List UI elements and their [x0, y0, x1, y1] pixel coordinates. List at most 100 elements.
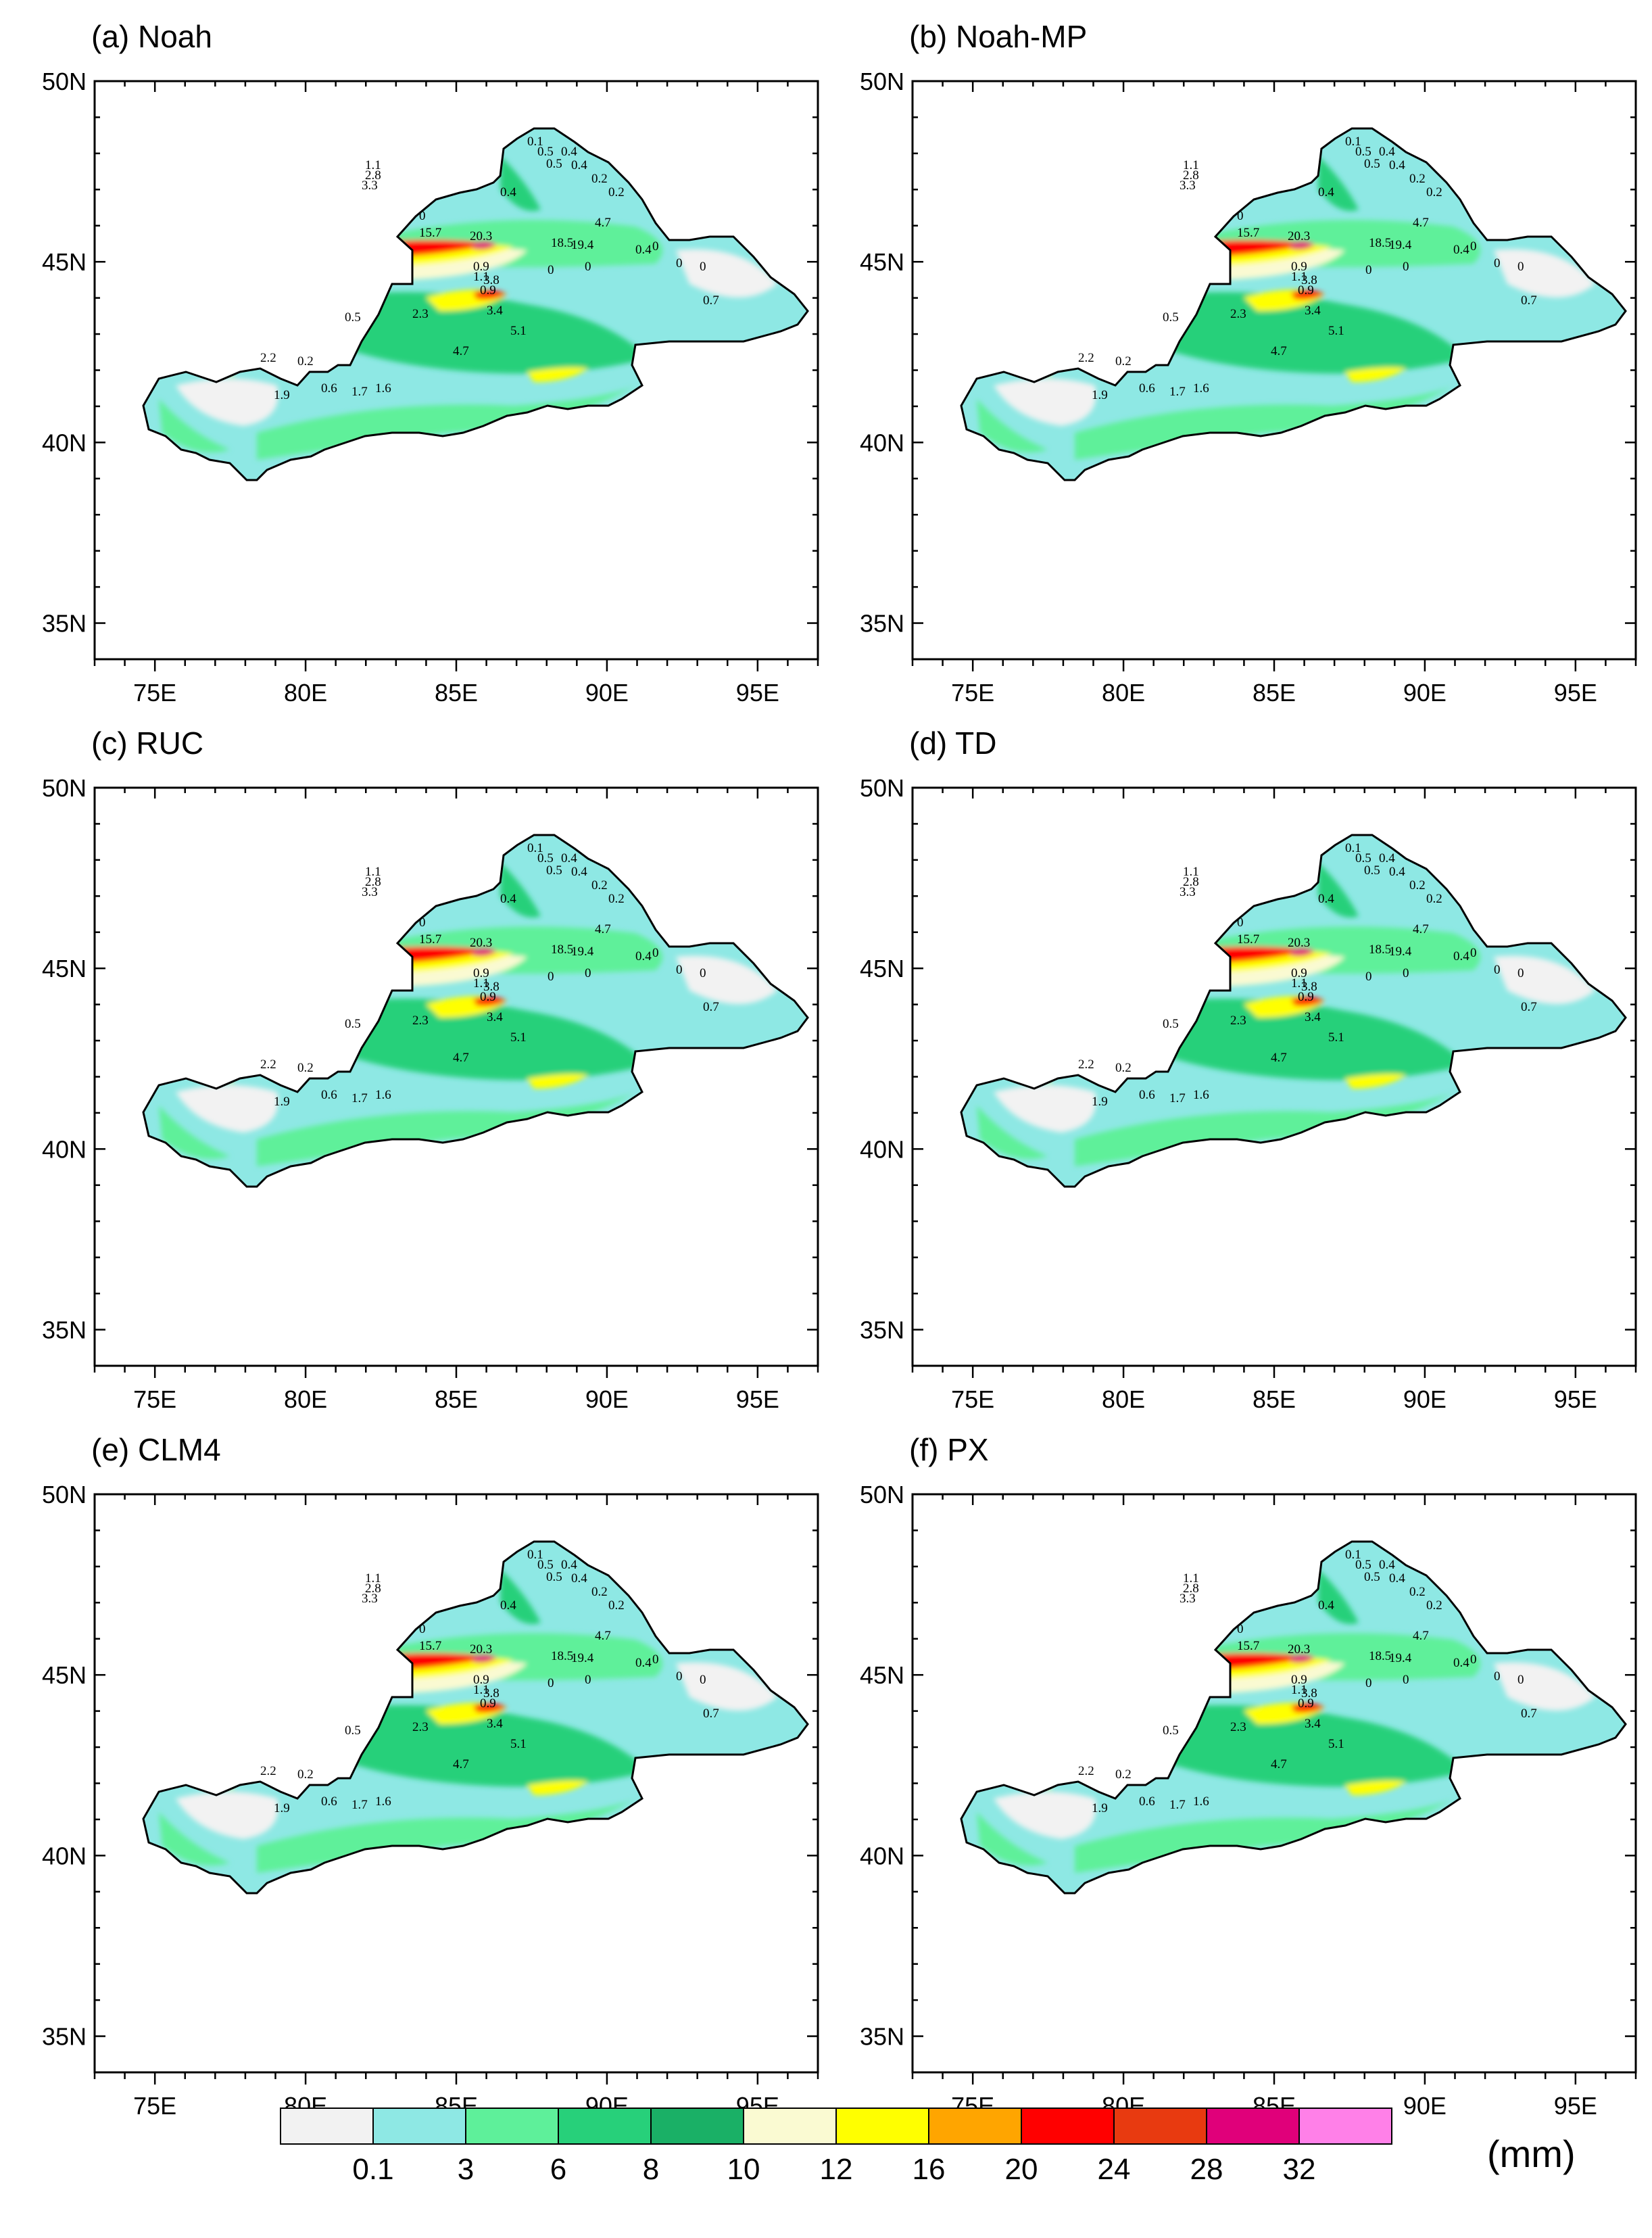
- station-value: 0.9: [1298, 1696, 1314, 1711]
- lat-label: 50N: [860, 68, 904, 95]
- station-value: 3.4: [487, 304, 503, 318]
- precip-blob: [318, 1705, 649, 1787]
- precip-blob: [1291, 241, 1315, 250]
- lon-label: 80E: [284, 1385, 327, 1413]
- station-value: 0.9: [480, 990, 496, 1004]
- colorbar-swatch: [743, 2108, 837, 2145]
- station-value: 0.1: [527, 135, 543, 149]
- station-value: 0.4: [1453, 949, 1469, 963]
- station-value: 0.5: [1364, 1570, 1380, 1584]
- station-value: 3.8: [483, 980, 500, 994]
- station-value: 0.4: [571, 865, 587, 879]
- station-value: 0.9: [473, 260, 489, 274]
- station-value: 4.7: [1413, 1629, 1429, 1643]
- precip-blob: [977, 1105, 1048, 1160]
- station-value: 0.4: [1389, 865, 1405, 879]
- station-value: 1.1: [473, 270, 489, 284]
- station-value: 5.1: [1328, 1737, 1344, 1751]
- station-value: 18.5: [551, 1649, 573, 1663]
- station-value: 0.4: [500, 1598, 516, 1613]
- colorbar-label: 28: [1190, 2153, 1223, 2186]
- lat-label: 40N: [860, 429, 904, 456]
- station-value: 3.8: [1301, 273, 1317, 287]
- station-value: 20.3: [1288, 229, 1310, 243]
- station-values: 0.10.5 0.40.5 0.40.24.70.4 00.91.13.80.93.4…: [260, 1548, 719, 1815]
- station-value: 0.4: [1318, 185, 1334, 199]
- station-value: 4.7: [1413, 216, 1429, 230]
- station-value: 3.8: [483, 1686, 500, 1700]
- station-value: 0.2: [591, 172, 608, 186]
- station-value: 0: [1365, 1676, 1372, 1690]
- station-value: 0.1: [527, 841, 543, 855]
- station-value: 0.4: [500, 892, 516, 906]
- station-value: 15.7: [419, 1639, 441, 1653]
- station-value: 0: [676, 256, 683, 270]
- station-value: 0.2: [591, 1585, 608, 1599]
- station-value: 0: [700, 260, 706, 274]
- station-value: 5.1: [1328, 1030, 1344, 1045]
- station-value: 0.4: [635, 1656, 652, 1670]
- station-value: 3.4: [1305, 1717, 1321, 1731]
- station-value: 0.1: [1345, 135, 1361, 149]
- precip-blob: [473, 1654, 497, 1663]
- station-value: 1.7: [1169, 1091, 1186, 1105]
- colorbar-label: 24: [1098, 2153, 1131, 2186]
- colorbar-label: 8: [643, 2153, 659, 2186]
- lon-label: 95E: [1554, 2092, 1597, 2120]
- precip-blob: [676, 249, 777, 297]
- station-value: 0: [1237, 915, 1244, 930]
- colorbar-swatch: [1298, 2108, 1392, 2145]
- station-value: 4.7: [595, 922, 611, 936]
- station-value: 0.4: [571, 1571, 587, 1586]
- station-value: 1.1: [365, 1571, 381, 1586]
- lat-label: 45N: [42, 248, 87, 276]
- station-value: 0.6: [321, 1794, 337, 1809]
- station-value: 0.6: [321, 381, 337, 396]
- lon-label: 80E: [1102, 679, 1145, 707]
- station-value: 0: [419, 915, 426, 930]
- station-value: 1.7: [351, 1798, 368, 1812]
- colorbar-swatch: [1206, 2108, 1300, 2145]
- station-value: 0.9: [480, 1696, 496, 1711]
- station-value: 2.3: [1230, 1720, 1246, 1734]
- precip-blob: [1318, 156, 1359, 211]
- station-value: 19.4: [1389, 238, 1412, 252]
- station-value: 3.8: [483, 273, 500, 287]
- station-value: 1.1: [473, 1683, 489, 1697]
- precip-blob: [1291, 1703, 1325, 1713]
- lat-label: 35N: [860, 1316, 904, 1344]
- station-value: 1.1: [365, 865, 381, 879]
- station-value: 0.5: [1364, 157, 1380, 171]
- station-value: 0.4: [500, 185, 516, 199]
- station-value: 0.5: [546, 1570, 562, 1584]
- station-value: 0.2: [1115, 1767, 1132, 1782]
- station-value: 1.6: [1193, 1088, 1209, 1102]
- station-value: 0.5: [537, 1558, 554, 1572]
- station-value: 2.8: [1183, 1581, 1199, 1596]
- station-value: 0: [1365, 970, 1372, 984]
- precip-blob: [176, 1085, 278, 1133]
- station-value: 1.7: [1169, 1798, 1186, 1812]
- station-value: 0.4: [571, 158, 587, 172]
- precip-blob: [1494, 955, 1595, 1004]
- station-value: 0: [419, 209, 426, 223]
- precip-blob: [473, 1703, 507, 1713]
- lon-label: 90E: [1403, 1385, 1447, 1413]
- station-value: 0.4: [635, 949, 652, 963]
- station-value: 1.1: [365, 158, 381, 172]
- station-value: 0.5: [537, 145, 554, 159]
- station-value: 0: [1403, 260, 1409, 274]
- panel-title: (c) RUC: [91, 725, 203, 761]
- station-value: 5.1: [510, 1030, 527, 1045]
- precip-blob: [1136, 999, 1467, 1080]
- colorbar-swatch: [1021, 2108, 1115, 2145]
- station-value: 0.2: [1426, 1598, 1442, 1613]
- lat-label: 50N: [42, 774, 87, 802]
- station-value: 0.6: [1139, 381, 1155, 396]
- station-value: 0.9: [1291, 1673, 1307, 1687]
- station-value: 1.6: [375, 1088, 391, 1102]
- station-value: 0: [1517, 260, 1524, 274]
